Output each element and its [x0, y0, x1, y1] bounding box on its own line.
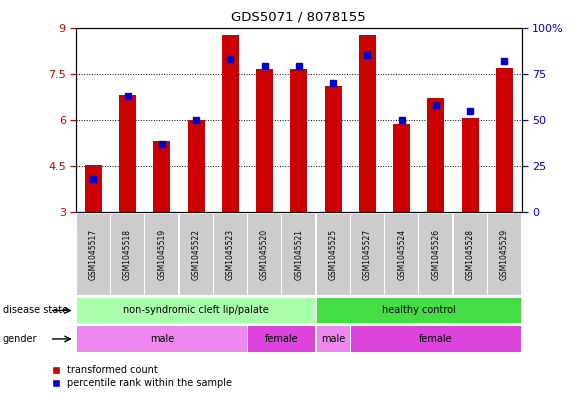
Bar [85, 165, 102, 212]
Legend: transformed count, percentile rank within the sample: transformed count, percentile rank withi… [52, 365, 232, 388]
Bar [77, 298, 315, 323]
Text: GSM1045526: GSM1045526 [431, 229, 441, 280]
Bar [393, 125, 410, 212]
Text: male: male [149, 334, 174, 344]
Text: non-syndromic cleft lip/palate: non-syndromic cleft lip/palate [123, 305, 269, 316]
Text: healthy control: healthy control [382, 305, 456, 316]
Bar [256, 69, 273, 212]
Bar [214, 214, 247, 295]
Bar [119, 95, 136, 212]
Bar [145, 214, 178, 295]
Bar [248, 326, 315, 352]
Bar [222, 35, 239, 212]
Text: GSM1045517: GSM1045517 [89, 229, 98, 280]
Bar [454, 214, 486, 295]
Bar [359, 35, 376, 212]
Bar [488, 214, 521, 295]
Bar [154, 141, 171, 212]
Text: female: female [419, 334, 453, 344]
Bar [111, 214, 144, 295]
Bar [462, 118, 479, 212]
Bar [351, 214, 384, 295]
Bar [325, 86, 342, 212]
Bar [248, 214, 281, 295]
Text: GSM1045524: GSM1045524 [397, 229, 406, 280]
Bar [77, 326, 247, 352]
Bar [385, 214, 418, 295]
Text: GSM1045527: GSM1045527 [363, 229, 372, 280]
Bar [351, 326, 521, 352]
Bar [180, 214, 213, 295]
Text: GSM1045518: GSM1045518 [123, 229, 132, 280]
Bar [420, 214, 452, 295]
Bar [77, 214, 110, 295]
Text: GSM1045528: GSM1045528 [466, 229, 475, 280]
Text: female: female [265, 334, 298, 344]
Text: GSM1045522: GSM1045522 [192, 229, 200, 280]
Text: gender: gender [3, 334, 38, 344]
Text: GSM1045525: GSM1045525 [329, 229, 338, 280]
Bar [290, 69, 308, 212]
Bar [282, 214, 315, 295]
Bar [316, 214, 350, 295]
Text: GSM1045521: GSM1045521 [294, 229, 304, 280]
Bar [427, 98, 444, 212]
Text: GSM1045519: GSM1045519 [157, 229, 166, 280]
Text: male: male [321, 334, 345, 344]
Bar [188, 120, 205, 212]
Text: GSM1045529: GSM1045529 [500, 229, 509, 280]
Bar [316, 298, 521, 323]
Text: disease state: disease state [3, 305, 68, 316]
Text: GSM1045520: GSM1045520 [260, 229, 269, 280]
Bar [496, 68, 513, 212]
Bar [316, 326, 350, 352]
Title: GDS5071 / 8078155: GDS5071 / 8078155 [231, 11, 366, 24]
Text: GSM1045523: GSM1045523 [226, 229, 235, 280]
